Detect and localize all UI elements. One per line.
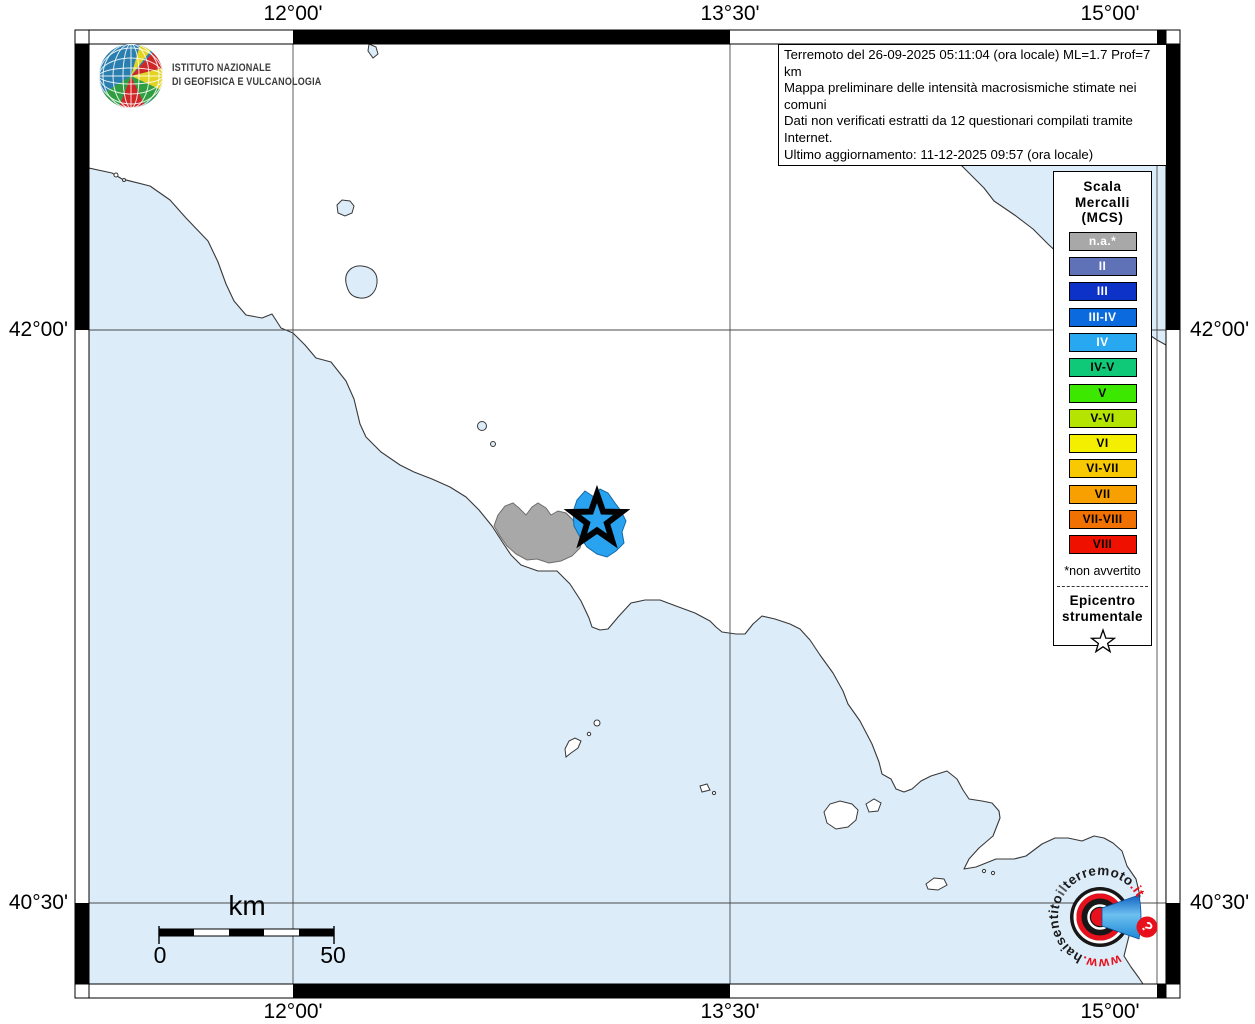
- axis-label-lat-left-2: 40°30': [8, 891, 68, 914]
- legend-swatch-iv-v: IV-V: [1068, 358, 1137, 378]
- info-line-map: Mappa preliminare delle intensità macros…: [784, 80, 1137, 112]
- scale-bar-unit: km: [228, 890, 266, 921]
- legend-swatch-vi-vii: VI-VII: [1068, 459, 1137, 479]
- scale-bar-start: 0: [153, 942, 167, 968]
- ingv-line-1: ISTITUTO NAZIONALE: [172, 62, 272, 74]
- legend-epicenter-line2: strumentale: [1062, 608, 1143, 624]
- legend-swatch-vii-viii: VII-VIII: [1068, 510, 1137, 530]
- ingv-line-2: DI GEOFISICA E VULCANOLOGIA: [172, 75, 322, 88]
- scale-bar: [158, 926, 335, 944]
- map-area: [89, 44, 1166, 984]
- info-line-data: Dati non verificati estratti da 12 quest…: [784, 113, 1133, 145]
- legend-footnote: *non avvertito: [1064, 564, 1141, 579]
- axis-label-lat-left-1: 42°00': [8, 318, 68, 341]
- scale-bar-end: 50: [320, 942, 346, 968]
- legend-swatch-vii: VII: [1068, 484, 1137, 504]
- axis-label-lon-bottom-3: 15°00': [1080, 1000, 1140, 1023]
- info-line-event: Terremoto del 26-09-2025 05:11:04 (ora l…: [784, 47, 1151, 79]
- legend-epicenter-label: Epicentro strumentale: [1054, 593, 1151, 624]
- legend-title-line1: Scala: [1083, 179, 1122, 194]
- legend-separator: [1057, 586, 1148, 588]
- islands: [564, 719, 996, 891]
- earthquake-info-box: Terremoto del 26-09-2025 05:11:04 (ora l…: [778, 44, 1167, 167]
- axis-label-lon-top-3: 15°00': [1080, 2, 1140, 25]
- legend-swatch-iii: III: [1068, 282, 1137, 302]
- legend-star-icon: [1089, 628, 1116, 654]
- graticule: [89, 44, 1166, 984]
- axis-label-lon-bottom-2: 13°30': [700, 1000, 760, 1023]
- question-mark-badge: ?: [1136, 916, 1158, 938]
- axis-label-lon-top-1: 12°00': [263, 2, 323, 25]
- mercalli-legend: Scala Mercalli (MCS) n.a.* II III III-IV…: [1053, 171, 1152, 654]
- lakes: [336, 44, 496, 447]
- legend-swatch-iii-iv: III-IV: [1068, 307, 1137, 327]
- legend-title-line3: (MCS): [1081, 210, 1124, 225]
- legend-epicenter-line1: Epicentro: [1069, 593, 1136, 609]
- ingv-wordmark: ISTITUTO NAZIONALE DI GEOFISICA E VULCAN…: [172, 62, 321, 89]
- legend-swatch-v-vi: V-VI: [1068, 408, 1137, 428]
- legend-swatch-na: n.a.*: [1068, 231, 1137, 251]
- legend-title: Scala Mercalli (MCS): [1054, 179, 1151, 226]
- legend-title-line2: Mercalli: [1074, 194, 1131, 210]
- axis-label-lon-top-2: 13°30': [700, 2, 760, 25]
- axis-label-lat-right-1: 42°00': [1190, 318, 1250, 341]
- islets: [113, 172, 126, 182]
- axis-label-lat-right-2: 40°30': [1190, 891, 1250, 914]
- legend-swatch-v: V: [1068, 383, 1137, 403]
- legend-swatch-viii: VIII: [1068, 535, 1137, 555]
- epicenter-star-icon: [563, 484, 631, 549]
- legend-swatch-iv: IV: [1068, 332, 1137, 352]
- legend-swatch-ii: II: [1068, 257, 1137, 277]
- legend-swatch-vi: VI: [1068, 434, 1137, 454]
- info-line-updated: Ultimo aggiornamento: 11-12-2025 09:57 (…: [784, 146, 1094, 162]
- axis-label-lon-bottom-1: 12°00': [263, 1000, 323, 1023]
- map-frame: [74, 29, 1181, 999]
